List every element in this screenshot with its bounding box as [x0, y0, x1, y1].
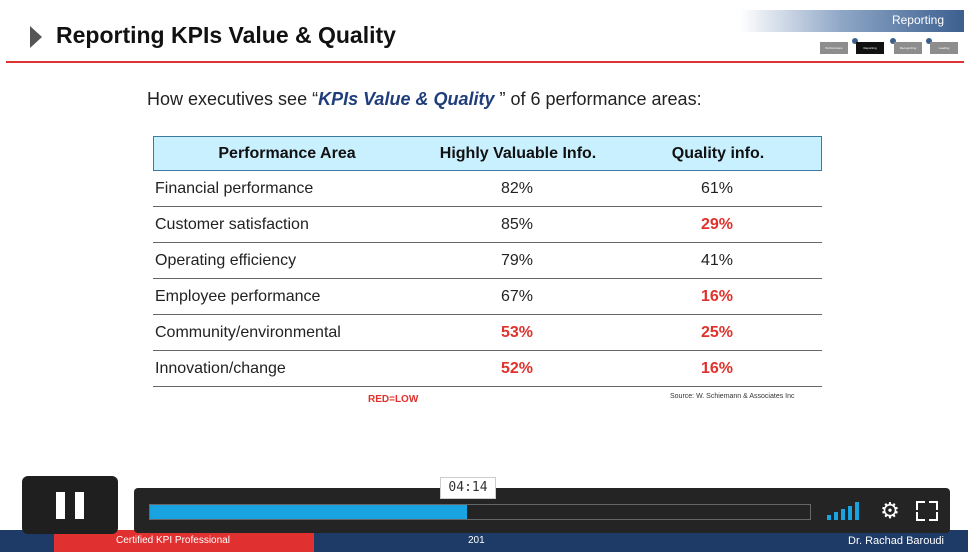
- step-leading: Leading: [930, 42, 958, 54]
- section-banner: Reporting: [740, 10, 964, 32]
- time-tooltip: 04:14: [440, 477, 496, 499]
- table-row: Customer satisfaction 85% 29%: [153, 207, 822, 243]
- step-reporting: Reporting: [856, 42, 884, 54]
- cell-quality: 61%: [700, 179, 734, 197]
- pause-button[interactable]: [22, 476, 118, 534]
- cell-valuable: 53%: [500, 323, 534, 341]
- title-divider: [6, 61, 964, 63]
- header-valuable: Highly Valuable Info.: [439, 144, 597, 162]
- cell-valuable: 82%: [500, 179, 534, 197]
- subtitle-kpi: KPIs Value & Quality: [318, 89, 495, 109]
- step-recognizing: Recognizing: [894, 42, 922, 54]
- step-dot: [926, 38, 932, 44]
- cell-quality: 16%: [700, 287, 734, 305]
- cell-valuable: 52%: [500, 359, 534, 377]
- table-row: Innovation/change 52% 16%: [153, 351, 822, 387]
- gear-icon[interactable]: ⚙: [880, 498, 900, 523]
- cell-quality: 29%: [700, 215, 734, 233]
- cell-area: Customer satisfaction: [155, 215, 309, 233]
- subtitle-suffix: ” of 6 performance areas:: [494, 89, 702, 109]
- step-dot: [890, 38, 896, 44]
- step-performance: Performance: [820, 42, 848, 54]
- fullscreen-icon[interactable]: [916, 501, 938, 521]
- cell-area: Operating efficiency: [155, 251, 297, 269]
- cell-quality: 16%: [700, 359, 734, 377]
- table-row: Employee performance 67% 16%: [153, 279, 822, 315]
- cell-area: Employee performance: [155, 287, 321, 305]
- cell-quality: 41%: [700, 251, 734, 269]
- cell-area: Community/environmental: [155, 323, 341, 341]
- progress-bar[interactable]: [149, 504, 811, 520]
- player-controls: ⚙: [134, 488, 950, 533]
- title-arrow-icon: [30, 26, 42, 48]
- header-performance-area: Performance Area: [218, 144, 356, 162]
- volume-icon[interactable]: [827, 502, 863, 520]
- table-row: Financial performance 82% 61%: [153, 171, 822, 207]
- cell-valuable: 79%: [500, 251, 534, 269]
- footer-accent: [54, 530, 314, 552]
- subtitle-prefix: How executives see “: [147, 89, 319, 109]
- section-label: Reporting: [891, 13, 944, 27]
- footer-page-number: 201: [468, 535, 485, 546]
- header-quality: Quality info.: [671, 144, 765, 162]
- legend-red-low: RED=LOW: [368, 394, 419, 405]
- source-note: Source: W. Schiemann & Associates Inc: [670, 393, 795, 400]
- step-dot: [852, 38, 858, 44]
- cell-valuable: 67%: [500, 287, 534, 305]
- slide-footer: Certified KPI Professional 201 Dr. Racha…: [0, 530, 968, 552]
- progress-fill: [150, 505, 467, 519]
- footer-course: Certified KPI Professional: [116, 535, 230, 546]
- table-row: Community/environmental 53% 25%: [153, 315, 822, 351]
- table-header: Performance Area Highly Valuable Info. Q…: [153, 136, 822, 171]
- kpi-table: Performance Area Highly Valuable Info. Q…: [153, 136, 822, 387]
- table-row: Operating efficiency 79% 41%: [153, 243, 822, 279]
- process-steps: Performance Reporting Recognizing Leadin…: [818, 38, 958, 58]
- slide-title: Reporting KPIs Value & Quality: [56, 22, 396, 48]
- cell-area: Financial performance: [155, 179, 314, 197]
- footer-author: Dr. Rachad Baroudi: [848, 535, 944, 547]
- cell-area: Innovation/change: [155, 359, 286, 377]
- cell-quality: 25%: [700, 323, 734, 341]
- slide-subtitle: How executives see “KPIs Value & Quality…: [147, 89, 702, 110]
- cell-valuable: 85%: [500, 215, 534, 233]
